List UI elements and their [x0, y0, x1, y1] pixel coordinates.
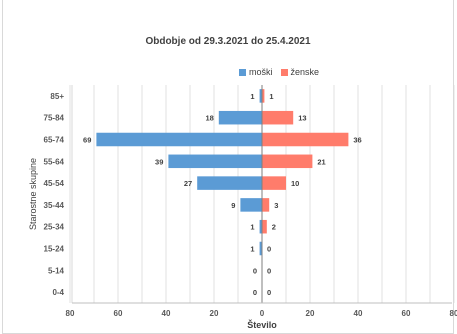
legend-label-female: ženske — [290, 67, 320, 77]
bar-male — [259, 219, 262, 234]
legend-label-male: moški — [249, 67, 273, 77]
x-tick-label: 40 — [162, 309, 171, 318]
bar-female — [262, 110, 294, 125]
data-label-female: 3 — [274, 201, 278, 210]
y-tick-label: 85+ — [50, 92, 64, 101]
data-label-female: 21 — [317, 157, 325, 166]
x-tick-label: 60 — [114, 309, 123, 318]
x-tick-label: 20 — [306, 309, 315, 318]
y-tick-label: 25-34 — [44, 223, 65, 232]
data-label-female: 36 — [353, 136, 361, 145]
bar-female — [262, 132, 349, 147]
y-tick-label: 75-84 — [44, 114, 65, 123]
x-axis-title: Število — [247, 319, 277, 330]
bar-female — [262, 219, 267, 234]
x-tick-label: 80 — [66, 309, 75, 318]
y-tick-label: 45-54 — [44, 179, 65, 188]
data-label-female: 0 — [267, 266, 271, 275]
bar-male — [96, 132, 263, 147]
data-label-male: 1 — [250, 223, 254, 232]
x-tick-label: 60 — [402, 309, 411, 318]
data-label-male: 1 — [250, 92, 254, 101]
y-tick-label: 5-14 — [48, 266, 65, 275]
bar-female — [262, 89, 265, 103]
x-tick-label: 40 — [354, 309, 363, 318]
bar-male — [168, 154, 262, 169]
data-label-male: 39 — [155, 157, 163, 166]
bar-male — [259, 241, 262, 256]
bar-male — [197, 176, 262, 190]
data-label-female: 0 — [267, 245, 271, 254]
legend-item-male: moški — [239, 67, 273, 77]
y-tick-label: 65-74 — [44, 136, 65, 145]
data-label-male: 27 — [184, 179, 192, 188]
data-label-male: 9 — [231, 201, 235, 210]
data-label-female: 1 — [269, 92, 273, 101]
x-tick-label: 20 — [210, 309, 219, 318]
chart-legend: moški ženske — [239, 67, 327, 77]
x-tick-label: 80 — [450, 309, 457, 318]
legend-swatch-male — [239, 68, 246, 76]
data-label-female: 2 — [272, 223, 276, 232]
bar-male — [259, 89, 262, 103]
data-label-female: 0 — [267, 288, 271, 297]
bar-male — [240, 198, 262, 212]
data-label-male: 0 — [253, 266, 257, 275]
chart-title: Obdobje od 29.3.2021 do 25.4.2021 — [145, 36, 311, 47]
bar-male — [218, 110, 262, 125]
data-label-male: 69 — [83, 136, 91, 145]
bar-female — [262, 154, 313, 169]
bar-female — [262, 198, 270, 212]
x-tick-label: 0 — [260, 309, 265, 318]
y-tick-label: 55-64 — [44, 157, 65, 166]
legend-item-female: ženske — [280, 67, 320, 77]
y-tick-label: 0-4 — [52, 288, 64, 297]
y-tick-label: 35-44 — [44, 201, 65, 210]
y-tick-label: 15-24 — [44, 245, 65, 254]
y-axis-title: Starostne skupine — [28, 158, 38, 230]
bar-female — [262, 176, 286, 190]
data-label-male: 1 — [250, 245, 254, 254]
data-label-female: 13 — [298, 114, 306, 123]
data-label-male: 18 — [205, 114, 213, 123]
data-label-male: 0 — [253, 288, 257, 297]
data-label-female: 10 — [291, 179, 299, 188]
legend-swatch-female — [280, 68, 288, 76]
